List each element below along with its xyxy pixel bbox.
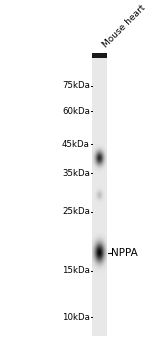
Text: Mouse heart: Mouse heart — [101, 4, 147, 50]
Text: NPPA: NPPA — [111, 248, 138, 258]
Bar — [93, 52, 107, 58]
Text: 15kDa: 15kDa — [62, 266, 90, 275]
Text: 35kDa: 35kDa — [62, 169, 90, 178]
Text: 25kDa: 25kDa — [62, 208, 90, 216]
Text: 60kDa: 60kDa — [62, 107, 90, 116]
Text: 75kDa: 75kDa — [62, 81, 90, 90]
Text: 10kDa: 10kDa — [62, 313, 90, 322]
Bar — [93, 52, 107, 336]
Text: 45kDa: 45kDa — [62, 140, 90, 149]
